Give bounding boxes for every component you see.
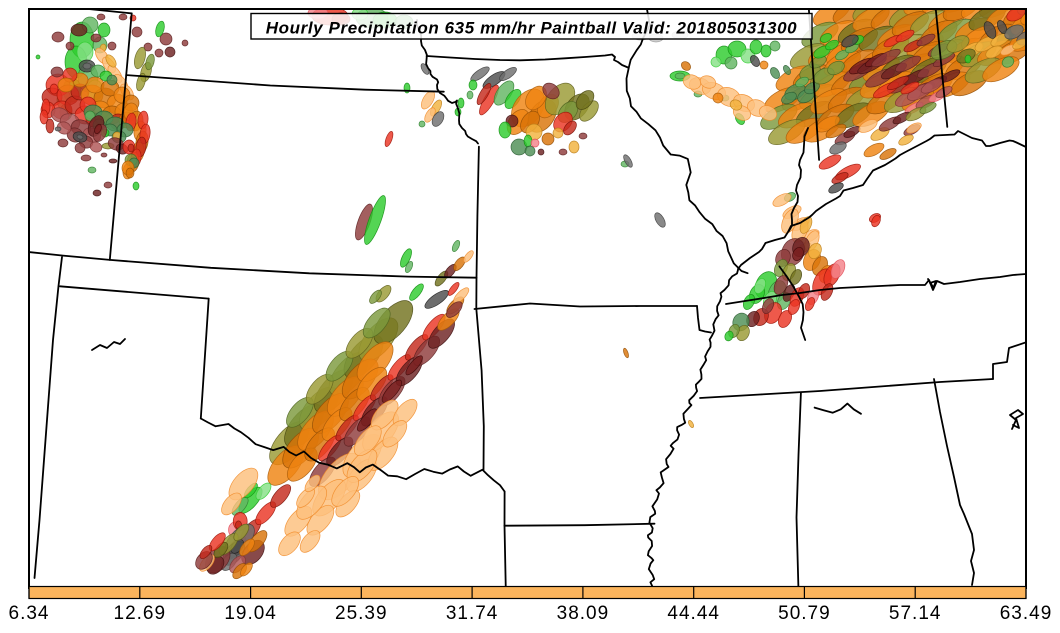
svg-text:Hourly Precipitation 635 mm/hr: Hourly Precipitation 635 mm/hr Paintball…	[266, 19, 797, 38]
svg-text:25.39: 25.39	[335, 603, 388, 624]
svg-text:50.79: 50.79	[778, 603, 831, 624]
svg-text:44.44: 44.44	[667, 603, 720, 624]
svg-text:63.49: 63.49	[1000, 603, 1053, 624]
svg-text:57.14: 57.14	[889, 603, 942, 624]
svg-text:6.34: 6.34	[9, 603, 50, 624]
svg-text:19.04: 19.04	[224, 603, 277, 624]
svg-text:38.09: 38.09	[557, 603, 610, 624]
svg-text:31.74: 31.74	[446, 603, 499, 624]
svg-text:12.69: 12.69	[114, 603, 167, 624]
